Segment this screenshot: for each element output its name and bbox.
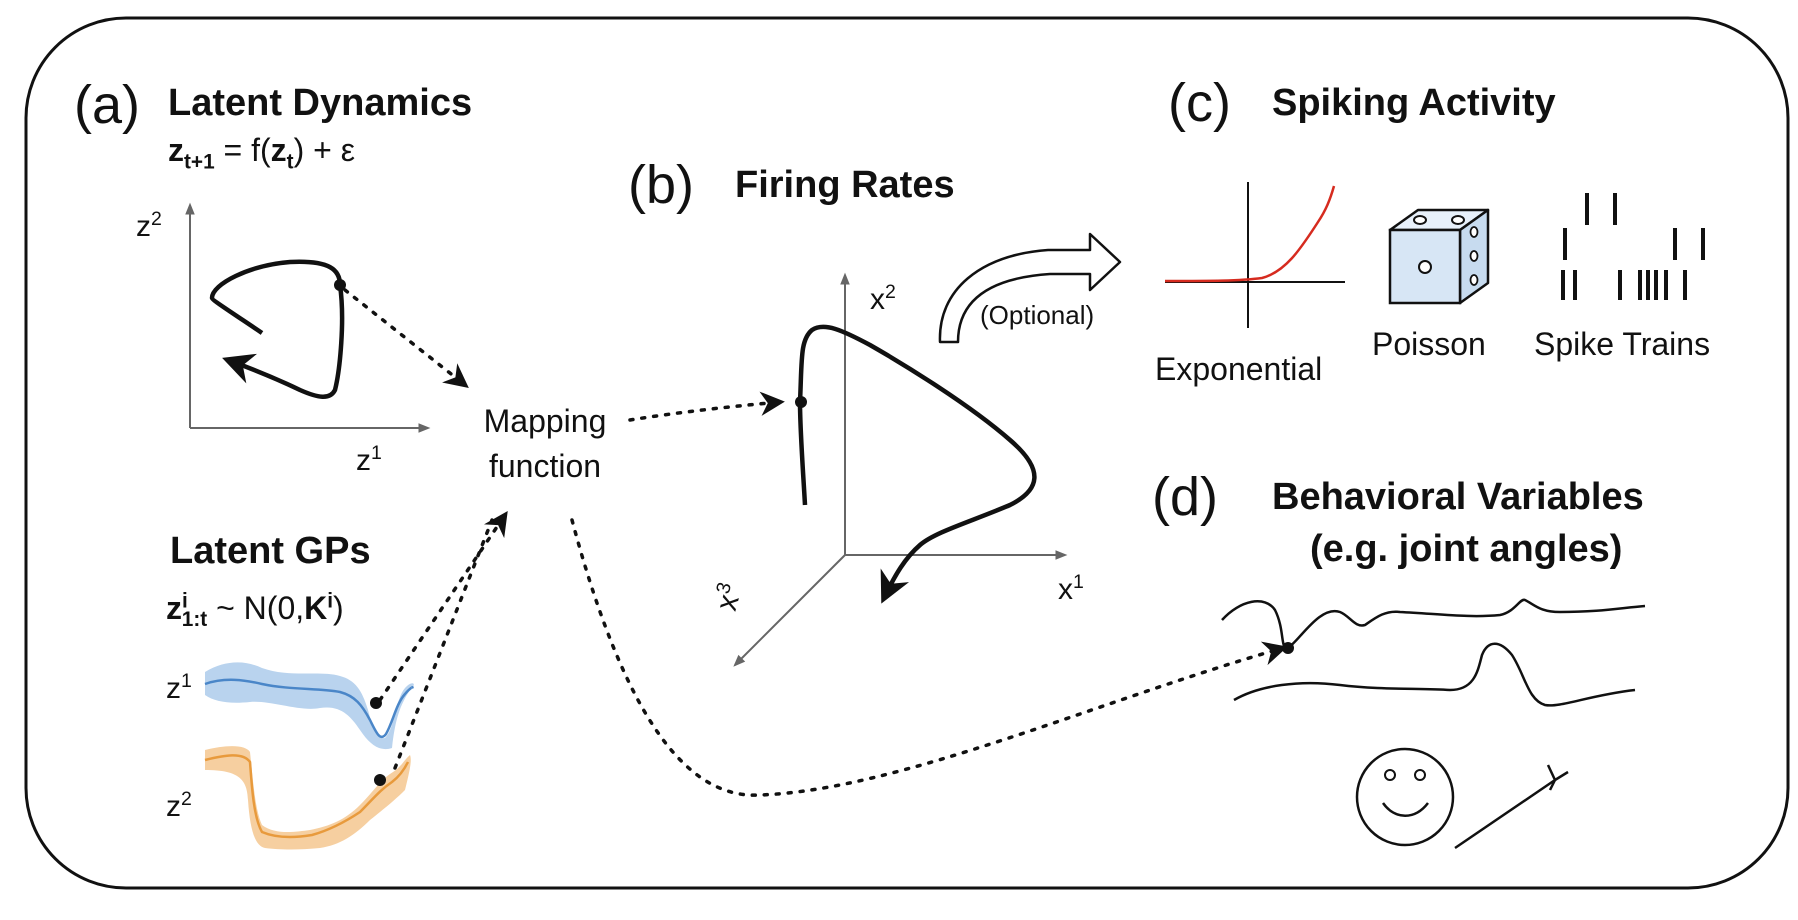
smiley-face-icon — [1355, 747, 1455, 847]
gp2-sample-dot — [374, 774, 386, 786]
x3-axis — [733, 554, 846, 667]
panel-a-letter: (a) — [74, 75, 140, 135]
eq-lhs: z — [168, 132, 184, 168]
panel-b-letter: (b) — [628, 155, 694, 215]
x1-axis-label: x1 — [1058, 571, 1084, 606]
behavior-traces — [1221, 598, 1646, 707]
poisson-label: Poisson — [1372, 326, 1486, 362]
behavior-trace-1 — [1221, 598, 1646, 650]
gp2-uncertainty-band — [205, 746, 411, 850]
behavior-state-dot — [1282, 642, 1294, 654]
panel-d-title-line1: Behavioral Variables — [1272, 476, 1644, 518]
outer-frame — [24, 16, 1790, 890]
firing-trajectory — [797, 324, 1037, 604]
panel-c-letter: (c) — [1168, 73, 1231, 133]
joint-angle-stick-icon — [1454, 764, 1569, 850]
latent-dynamics-plot — [185, 202, 431, 433]
firing-rates-plot — [733, 272, 1068, 667]
poisson-die-icon — [1388, 208, 1490, 305]
exponential-label: Exponential — [1155, 351, 1323, 387]
gp1-mean-line — [204, 678, 414, 739]
latent-dynamics-equation: zt+1 = f(zt) + ε — [168, 132, 355, 172]
exponential-plot — [1164, 182, 1345, 328]
mapping-function-line1: Mapping — [483, 403, 607, 439]
eq-arg-sub: t — [286, 150, 294, 174]
optional-hollow-arrow — [938, 232, 1122, 344]
z2-axis-label: z2 — [136, 208, 162, 243]
panel-c-title: Spiking Activity — [1272, 82, 1556, 124]
gp1-label: z1 — [166, 670, 192, 705]
eq-mid: = f( — [214, 132, 271, 168]
arrow-gp2-to-mapping — [393, 518, 494, 770]
latent-gps-equation: zi1:t ~ N(0,Ki) — [166, 589, 344, 632]
panel-b-title: Firing Rates — [735, 164, 955, 206]
arrow-latent-to-mapping — [343, 288, 469, 389]
eq-rhs: ) + ε — [293, 132, 355, 168]
arrow-mapping-to-firing — [628, 391, 785, 422]
panel-d-letter: (d) — [1152, 467, 1218, 527]
panel-d-title-line2: (e.g. joint angles) — [1310, 528, 1623, 570]
behavior-trace-2 — [1233, 642, 1636, 707]
firing-state-dot — [795, 396, 807, 408]
gp2-mean-line — [204, 754, 410, 839]
panel-a-title: Latent Dynamics — [168, 82, 473, 124]
latent-trajectory — [209, 259, 345, 399]
gp2-label: z2 — [166, 788, 192, 823]
mapping-function-line2: function — [488, 448, 602, 484]
exp-curve — [1164, 185, 1336, 283]
spike-trains-label: Spike Trains — [1534, 326, 1711, 362]
spike-trains-icon — [1561, 193, 1705, 300]
latent-state-dot — [334, 279, 346, 291]
arrow-mapping-to-behavior — [570, 518, 1288, 797]
optional-label: (Optional) — [980, 300, 1095, 330]
latent-gps-title: Latent GPs — [170, 530, 371, 572]
gp-traces — [204, 662, 414, 850]
eq-lhs-sub: t+1 — [184, 150, 215, 174]
eq-arg: z — [270, 132, 287, 168]
z1-axis-label: z1 — [356, 442, 382, 477]
arrow-gp1-to-mapping — [378, 510, 508, 702]
x2-axis-label: x2 — [870, 281, 896, 316]
